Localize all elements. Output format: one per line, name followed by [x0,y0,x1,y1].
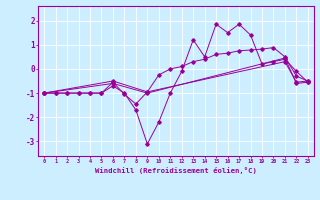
X-axis label: Windchill (Refroidissement éolien,°C): Windchill (Refroidissement éolien,°C) [95,167,257,174]
